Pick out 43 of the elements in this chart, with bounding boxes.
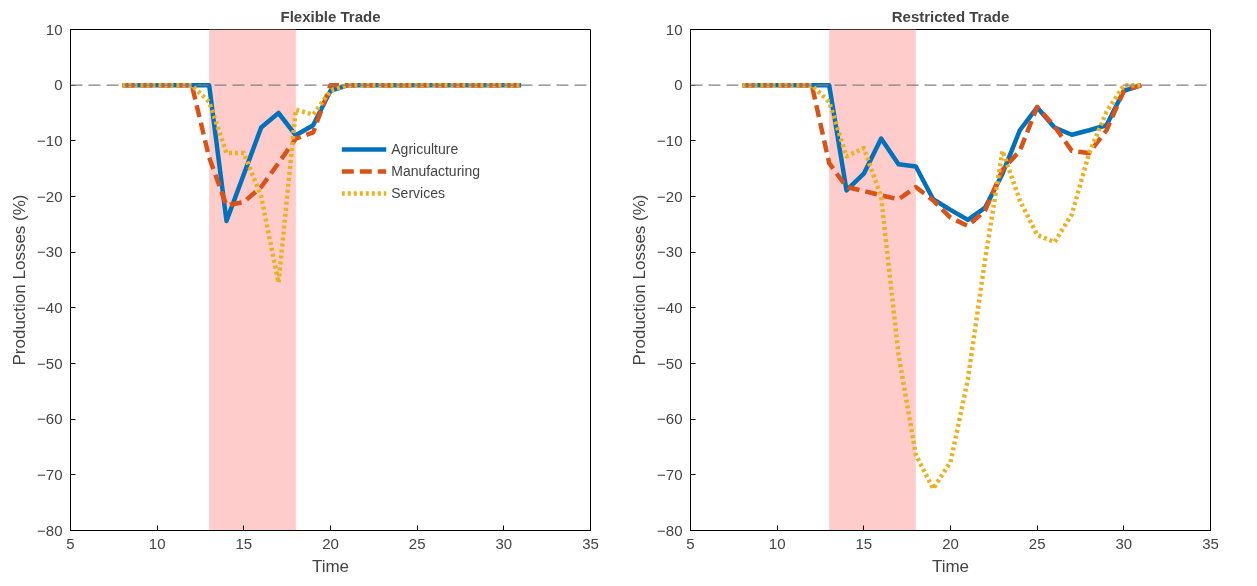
y-tick-label: −10: [37, 131, 63, 149]
x-tick-label: 35: [582, 534, 599, 552]
y-tick-label: −20: [657, 187, 683, 205]
x-tick-label: 15: [855, 534, 873, 552]
chart-title: Flexible Trade: [280, 7, 381, 25]
legend-label: Manufacturing: [391, 163, 480, 179]
y-tick-label: 10: [665, 20, 683, 38]
legend-label: Services: [391, 185, 445, 201]
x-tick-label: 10: [148, 534, 166, 552]
legend-label: Agriculture: [391, 141, 459, 157]
x-tick-label: 15: [235, 534, 253, 552]
y-tick-label: −80: [37, 521, 63, 539]
y-tick-label: −20: [37, 187, 63, 205]
y-tick-label: −60: [37, 410, 63, 428]
x-tick-label: 30: [1115, 534, 1133, 552]
y-tick-label: −50: [37, 354, 63, 372]
y-axis-title: Production Losses (%): [630, 194, 650, 366]
x-tick-label: 25: [1028, 534, 1046, 552]
x-axis-title: Time: [311, 556, 350, 576]
y-tick-label: −10: [657, 131, 683, 149]
x-tick-label: 20: [322, 534, 339, 552]
y-tick-label: −30: [37, 243, 63, 261]
x-tick-label: 10: [768, 534, 786, 552]
x-tick-label: 30: [495, 534, 513, 552]
y-tick-label: −80: [657, 521, 683, 539]
y-tick-label: −70: [37, 465, 63, 483]
y-tick-label: 0: [54, 76, 63, 94]
x-tick-label: 35: [1202, 534, 1219, 552]
x-tick-label: 5: [686, 534, 695, 552]
x-axis-title: Time: [931, 556, 970, 576]
x-tick-label: 25: [408, 534, 426, 552]
chart-title: Restricted Trade: [891, 7, 1010, 25]
y-tick-label: −40: [37, 298, 63, 316]
y-tick-label: −70: [657, 465, 683, 483]
x-tick-label: 20: [942, 534, 959, 552]
y-tick-label: −30: [657, 243, 683, 261]
y-tick-label: −60: [657, 410, 683, 428]
y-tick-label: −40: [657, 298, 683, 316]
y-tick-label: −50: [657, 354, 683, 372]
y-axis-title: Production Losses (%): [10, 194, 30, 366]
y-tick-label: 0: [674, 76, 683, 94]
x-tick-label: 5: [66, 534, 75, 552]
y-tick-label: 10: [45, 20, 63, 38]
